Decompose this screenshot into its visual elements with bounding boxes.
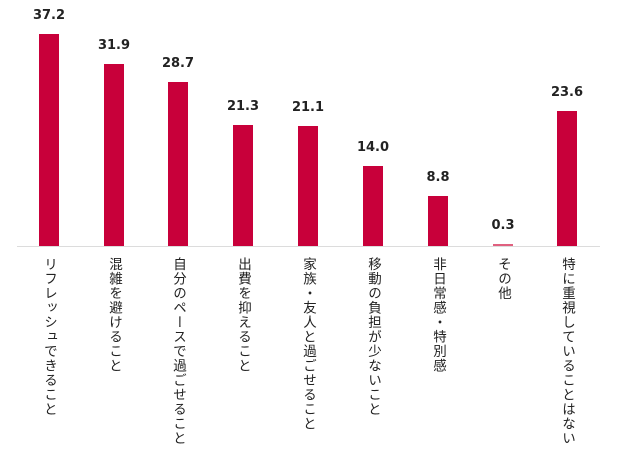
- bar: [104, 64, 124, 246]
- value-label: 14.0: [356, 140, 390, 155]
- value-label: 31.9: [97, 38, 131, 53]
- category-label: 混雑を避けること: [106, 257, 122, 373]
- bar: [39, 34, 59, 246]
- bar-group-own-pace: 28.7 自分のペースで過ごせること: [158, 0, 198, 450]
- bar: [557, 111, 577, 246]
- value-label: 37.2: [32, 8, 66, 23]
- bar: [298, 126, 318, 246]
- category-label: その他: [495, 257, 511, 301]
- bar-group-avoid-crowds: 31.9 混雑を避けること: [94, 0, 134, 450]
- bar: [168, 82, 188, 246]
- bar-group-special: 8.8 非日常感・特別感: [418, 0, 458, 450]
- bar: [428, 196, 448, 246]
- bar: [363, 166, 383, 246]
- category-label: 自分のペースで過ごせること: [170, 257, 186, 446]
- value-label: 28.7: [161, 56, 195, 71]
- x-axis-baseline: [17, 246, 600, 247]
- category-label: リフレッシュできること: [41, 257, 57, 417]
- bar: [493, 244, 513, 246]
- category-label: 特に重視していることはない: [559, 257, 575, 446]
- bar: [233, 125, 253, 246]
- value-label: 8.8: [426, 170, 450, 185]
- bar-group-save-money: 21.3 出費を抑えること: [223, 0, 263, 450]
- value-label: 21.1: [291, 100, 325, 115]
- bar-group-other: 0.3 その他: [483, 0, 523, 450]
- category-label: 移動の負担が少ないこと: [365, 257, 381, 417]
- bar-group-family-friends: 21.1 家族・友人と過ごせること: [288, 0, 328, 450]
- value-label: 0.3: [491, 218, 515, 233]
- category-label: 出費を抑えること: [235, 257, 251, 373]
- category-label: 非日常感・特別感: [430, 257, 446, 373]
- value-label: 23.6: [550, 85, 584, 100]
- value-label: 21.3: [226, 99, 260, 114]
- bar-group-nothing-in-particular: 23.6 特に重視していることはない: [547, 0, 587, 450]
- bar-group-less-travel: 14.0 移動の負担が少ないこと: [353, 0, 393, 450]
- bar-group-refresh: 37.2 リフレッシュできること: [29, 0, 69, 450]
- category-label: 家族・友人と過ごせること: [300, 257, 316, 431]
